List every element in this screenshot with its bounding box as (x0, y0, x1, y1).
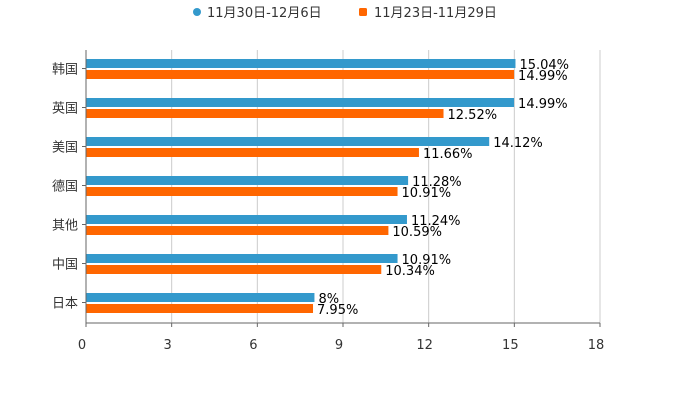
bar-current-week[interactable] (86, 98, 515, 107)
category-label: 中国 (52, 258, 78, 273)
x-tick-label: 3 (164, 338, 172, 353)
data-label: 11.24% (411, 214, 461, 229)
bar-current-week[interactable] (86, 137, 490, 146)
grid-lines (171, 50, 601, 323)
data-label: 10.91% (402, 186, 452, 201)
category-label: 美国 (52, 141, 78, 156)
x-tick-label: 12 (416, 338, 433, 353)
bar-current-week[interactable] (86, 215, 407, 224)
bar-previous-week[interactable] (86, 148, 419, 157)
labels: 韩国 15.04%14.99%英国 14.99%12.52%美国 14.12%11.6… (52, 58, 569, 318)
axes: 0 3 6 9 12 15 18 (78, 50, 604, 353)
data-label: 10.91% (402, 253, 452, 268)
bar-current-week[interactable] (86, 59, 516, 68)
data-label: 10.59% (392, 225, 442, 240)
category-label: 英国 (52, 102, 78, 117)
data-label: 11.66% (423, 147, 473, 162)
data-label: 15.04% (519, 58, 569, 73)
x-tick-label: 6 (249, 338, 257, 353)
bars (86, 59, 516, 313)
bar-current-week[interactable] (86, 293, 315, 302)
legend-label[interactable]: 11月23日-11月29日 (374, 6, 497, 21)
x-tick-label: 9 (335, 338, 343, 353)
category-label: 其他 (52, 219, 78, 234)
data-label: 8% (318, 292, 339, 307)
bar-current-week[interactable] (86, 254, 398, 263)
legend-marker[interactable] (359, 8, 367, 16)
data-label: 14.99% (518, 69, 568, 84)
data-label: 12.52% (448, 108, 498, 123)
bar-previous-week[interactable] (86, 109, 444, 118)
bar-previous-week[interactable] (86, 70, 515, 79)
x-tick-label: 0 (78, 338, 86, 353)
category-label: 德国 (52, 180, 78, 195)
data-label: 7.95% (317, 303, 358, 318)
data-label: 14.12% (493, 136, 543, 151)
x-tick-label: 15 (502, 338, 519, 353)
bar-current-week[interactable] (86, 176, 409, 185)
data-label: 11.28% (412, 175, 462, 190)
category-label: 日本 (52, 297, 78, 312)
bar-previous-week[interactable] (86, 226, 389, 235)
bar-previous-week[interactable] (86, 265, 382, 274)
data-label: 14.99% (518, 97, 568, 112)
legend-marker[interactable] (193, 8, 201, 16)
category-label: 韩国 (52, 63, 78, 78)
x-tick-label: 18 (588, 338, 605, 353)
bar-previous-week[interactable] (86, 187, 398, 196)
legend-label[interactable]: 11月30日-12月6日 (207, 6, 322, 21)
legend[interactable]: 11月30日-12月6日 11月23日-11月29日 (193, 6, 497, 21)
data-label: 10.34% (385, 264, 435, 279)
bar-previous-week[interactable] (86, 304, 314, 313)
